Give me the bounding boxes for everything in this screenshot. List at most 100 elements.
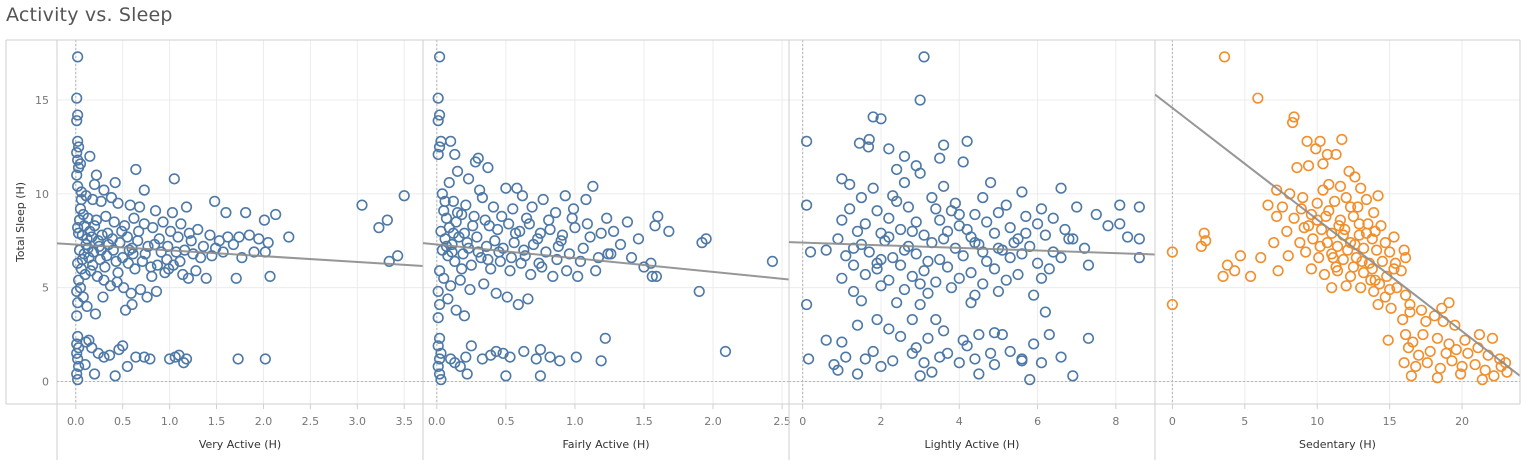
data-point	[1329, 195, 1341, 207]
data-point	[505, 252, 517, 264]
data-point	[891, 297, 903, 309]
data-point	[1028, 289, 1040, 301]
data-point	[432, 115, 444, 127]
trend-line	[789, 241, 1155, 256]
data-point	[1314, 240, 1326, 252]
data-point	[1323, 205, 1335, 217]
data-point	[232, 353, 244, 365]
data-point	[1272, 265, 1284, 277]
data-point	[1462, 347, 1474, 359]
data-point	[871, 205, 883, 217]
data-point	[1336, 133, 1348, 146]
data-point	[1375, 220, 1387, 232]
data-point	[72, 274, 85, 286]
x-tick-label: 1.0	[566, 415, 584, 428]
data-point	[1371, 244, 1383, 256]
data-point	[1388, 231, 1400, 243]
data-point	[523, 218, 535, 230]
data-point	[230, 272, 242, 284]
data-point	[451, 207, 464, 219]
data-point	[910, 216, 922, 228]
data-point	[563, 248, 576, 260]
data-point	[1353, 218, 1365, 230]
data-point	[185, 235, 197, 247]
data-point	[1043, 263, 1055, 275]
data-point	[1339, 223, 1351, 236]
data-point	[851, 368, 864, 380]
data-point	[883, 323, 895, 335]
data-point	[87, 259, 99, 271]
data-point	[1315, 223, 1328, 236]
data-point	[1494, 353, 1506, 365]
data-point	[875, 280, 887, 292]
data-point	[494, 255, 506, 268]
data-point	[433, 298, 446, 311]
data-point	[914, 298, 926, 311]
x-tick-label: 0.0	[428, 415, 446, 428]
data-point	[72, 141, 85, 153]
data-point	[88, 178, 101, 191]
data-point	[1024, 374, 1036, 386]
data-point	[820, 334, 832, 346]
data-point	[76, 253, 88, 266]
data-point	[574, 255, 587, 268]
data-point	[468, 210, 480, 222]
data-point	[898, 176, 911, 189]
data-point	[1305, 263, 1318, 275]
data-point	[149, 205, 162, 217]
data-point	[847, 259, 860, 271]
data-point	[157, 216, 169, 228]
data-point	[1255, 252, 1267, 264]
data-point	[1252, 92, 1264, 104]
data-point	[867, 111, 879, 123]
data-point	[1473, 328, 1486, 341]
data-point	[164, 353, 176, 365]
data-point	[458, 310, 471, 322]
data-point	[941, 261, 954, 273]
data-point	[522, 293, 534, 305]
data-point	[607, 225, 620, 237]
data-point	[270, 208, 282, 221]
data-point	[1456, 360, 1468, 373]
data-point	[1391, 282, 1403, 294]
data-point	[442, 293, 454, 305]
data-point	[801, 298, 813, 311]
x-tick-label: 3.5	[395, 415, 413, 428]
data-point	[572, 270, 584, 283]
data-point	[965, 297, 977, 309]
data-point	[1450, 343, 1462, 356]
data-point	[457, 248, 469, 260]
data-point	[118, 282, 130, 294]
data-point	[112, 197, 124, 209]
data-point	[1421, 357, 1433, 369]
data-point	[1000, 274, 1012, 286]
data-point	[449, 148, 461, 161]
data-point	[1368, 207, 1380, 219]
data-point	[898, 150, 911, 162]
data-point	[465, 259, 477, 271]
data-point	[236, 252, 248, 264]
data-point	[102, 227, 114, 239]
data-point	[467, 220, 479, 232]
data-point	[1318, 268, 1331, 281]
data-point	[1234, 250, 1247, 262]
data-point	[973, 328, 985, 341]
data-point	[918, 51, 930, 63]
data-point	[72, 374, 84, 386]
data-point	[836, 336, 848, 348]
data-point	[180, 201, 193, 213]
data-point	[142, 240, 154, 252]
data-point	[283, 231, 295, 243]
data-point	[828, 358, 840, 371]
data-point	[1071, 201, 1083, 213]
data-point	[87, 193, 99, 206]
data-point	[204, 229, 216, 241]
data-point	[1347, 261, 1360, 273]
x-tick-label: 8	[1112, 415, 1119, 428]
data-point	[460, 199, 472, 211]
data-point	[433, 353, 446, 365]
data-point	[567, 203, 580, 215]
data-point	[894, 259, 907, 271]
data-point	[840, 250, 852, 262]
